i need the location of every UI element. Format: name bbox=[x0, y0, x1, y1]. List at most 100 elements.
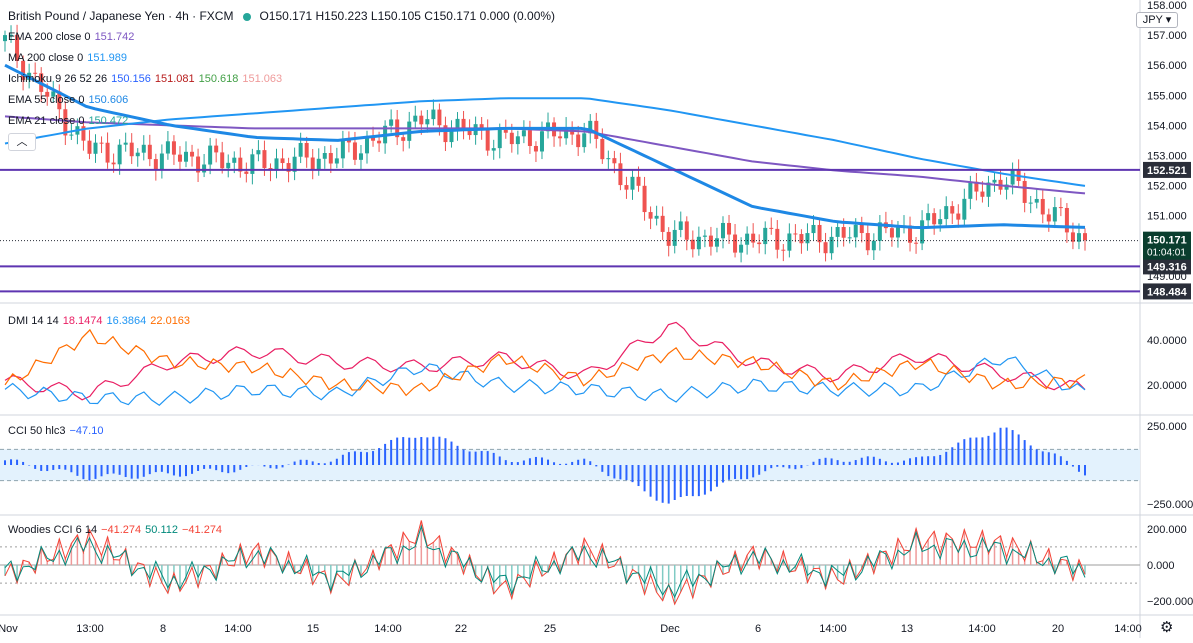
candle-body bbox=[600, 138, 605, 160]
candle-body bbox=[636, 176, 641, 186]
candle-body bbox=[847, 237, 852, 239]
candle-body bbox=[262, 150, 267, 169]
candle-body bbox=[1064, 207, 1069, 233]
candle-body bbox=[727, 222, 732, 235]
legend-ichimoku[interactable]: Ichimoku 9 26 52 26 150.156 151.081 150.618… bbox=[8, 73, 282, 85]
candle-body bbox=[757, 242, 762, 245]
legend-ichimoku-v1: 150.156 bbox=[111, 73, 151, 85]
candle-body bbox=[974, 181, 979, 192]
cci-value: −47.10 bbox=[69, 425, 104, 437]
symbol-title[interactable]: British Pound / Japanese Yen · 4h · FXCM bbox=[8, 9, 234, 23]
candle-body bbox=[449, 130, 454, 143]
time-tick-label: Dec bbox=[660, 623, 680, 635]
time-tick-label: 8 bbox=[160, 623, 166, 635]
time-tick-label: 14:00 bbox=[374, 623, 402, 635]
dmi-tick-label: 40.0000 bbox=[1147, 335, 1187, 347]
price-tag-label: 148.484 bbox=[1147, 286, 1188, 298]
candle-body bbox=[165, 141, 170, 154]
legend-ema21[interactable]: EMA 21 close 0 150.472 bbox=[8, 115, 128, 127]
collapse-legend-button[interactable]: ︿ bbox=[8, 133, 36, 151]
candle-body bbox=[244, 171, 249, 174]
legend-ema200[interactable]: EMA 200 close 0 151.742 bbox=[8, 31, 134, 43]
candle-body bbox=[208, 145, 213, 165]
legend-ma200[interactable]: MA 200 close 0 151.989 bbox=[8, 52, 127, 64]
candle-body bbox=[968, 181, 973, 199]
dmi-tick-label: 20.0000 bbox=[1147, 380, 1187, 392]
legend-ma200-label: MA 200 close 0 bbox=[8, 52, 84, 64]
ma200-line bbox=[4, 97, 1086, 187]
candle-body bbox=[720, 222, 725, 239]
legend-ema55[interactable]: EMA 55 close 0 150.606 bbox=[8, 94, 128, 106]
candle-body bbox=[256, 150, 261, 155]
candle-body bbox=[190, 151, 195, 157]
candle-body bbox=[908, 225, 913, 243]
candle-body bbox=[292, 156, 297, 172]
woodies-tick-label: −200.000 bbox=[1147, 596, 1193, 608]
candle-body bbox=[196, 156, 201, 173]
candle-body bbox=[304, 142, 309, 158]
candle-body bbox=[214, 145, 219, 153]
candle-body bbox=[527, 130, 532, 146]
candle-body bbox=[745, 233, 750, 245]
candle-body bbox=[853, 224, 858, 238]
candle-body bbox=[871, 240, 876, 251]
candle-body bbox=[539, 131, 544, 152]
currency-label: JPY bbox=[1142, 14, 1163, 26]
candle-body bbox=[1010, 169, 1015, 185]
candle-body bbox=[956, 213, 961, 220]
candle-body bbox=[769, 227, 774, 229]
candle-body bbox=[443, 125, 448, 143]
woodies-legend[interactable]: Woodies CCI 6 14 −41.274 50.112 −41.274 bbox=[8, 524, 222, 536]
candle-body bbox=[298, 142, 303, 157]
candle-body bbox=[642, 185, 647, 213]
candle-body bbox=[1046, 214, 1051, 222]
candle-body bbox=[51, 91, 56, 97]
candle-body bbox=[938, 219, 943, 225]
price-tag-bg bbox=[1143, 283, 1191, 300]
candle-body bbox=[733, 234, 738, 253]
price-tag-bg bbox=[1143, 258, 1191, 275]
candle-body bbox=[509, 132, 514, 145]
cci-legend[interactable]: CCI 50 hlc3 −47.10 bbox=[8, 425, 103, 437]
candle-body bbox=[702, 235, 707, 237]
woodies-v1: −41.274 bbox=[101, 524, 142, 536]
candle-body bbox=[184, 151, 189, 162]
candle-body bbox=[135, 152, 140, 157]
candle-body bbox=[1058, 207, 1063, 209]
candle-body bbox=[177, 154, 182, 162]
candle-body bbox=[238, 157, 243, 172]
candle-body bbox=[21, 60, 26, 80]
candle-body bbox=[914, 242, 919, 244]
candle-body bbox=[944, 206, 949, 220]
dmi-legend[interactable]: DMI 14 14 18.1474 16.3864 22.0163 bbox=[8, 315, 190, 327]
dmi-label: DMI 14 14 bbox=[8, 315, 59, 327]
candle-body bbox=[992, 179, 997, 183]
legend-ema55-value: 150.606 bbox=[88, 94, 129, 106]
time-tick-label: Nov bbox=[0, 623, 18, 635]
candle-body bbox=[334, 158, 339, 164]
time-tick-label: 13:00 bbox=[76, 623, 104, 635]
candle-body bbox=[865, 233, 870, 251]
legend-ma200-value: 151.989 bbox=[87, 52, 127, 64]
dmi-series-line bbox=[4, 321, 1086, 401]
candle-body bbox=[328, 153, 333, 164]
time-tick-label: 6 bbox=[755, 623, 761, 635]
price-tag-label: 152.521 bbox=[1147, 165, 1187, 177]
time-tick-label: 14:00 bbox=[1114, 623, 1142, 635]
currency-selector[interactable]: JPY ▾ bbox=[1136, 12, 1178, 28]
legend-ema21-value: 150.472 bbox=[88, 115, 129, 127]
candle-body bbox=[962, 198, 967, 220]
time-tick-label: 25 bbox=[544, 623, 556, 635]
candle-body bbox=[93, 142, 98, 154]
last-price-tag-bg bbox=[1143, 231, 1191, 260]
candle-body bbox=[533, 145, 538, 152]
cci-tick-label: −250.000 bbox=[1147, 499, 1193, 511]
candle-body bbox=[1004, 184, 1009, 190]
candle-body bbox=[684, 221, 689, 240]
candle-body bbox=[521, 130, 526, 137]
candle-body bbox=[431, 109, 436, 120]
candle-body bbox=[648, 212, 653, 219]
gear-icon[interactable]: ⚙ bbox=[1160, 619, 1174, 636]
